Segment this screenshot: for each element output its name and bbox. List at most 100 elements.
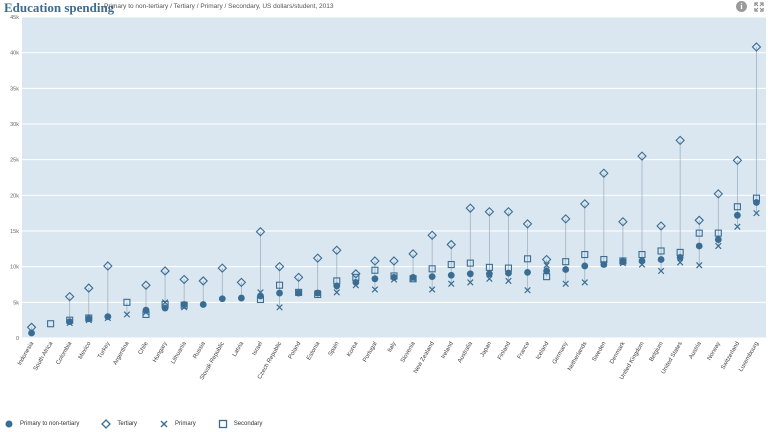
legend-label-primary: Primary <box>175 421 196 427</box>
data-point-primary-nontertiary <box>753 199 760 206</box>
y-tick-label: 15k <box>10 229 19 235</box>
data-point-tertiary <box>236 277 247 288</box>
data-point-primary-nontertiary <box>85 315 93 323</box>
data-point-secondary <box>390 272 398 280</box>
data-point-primary-nontertiary <box>276 289 283 297</box>
data-point-tertiary <box>599 168 609 178</box>
data-point-secondary <box>562 258 570 266</box>
data-point-tertiary <box>560 214 571 224</box>
data-point-secondary <box>581 250 589 259</box>
data-point-secondary <box>409 275 417 283</box>
x-tick-label: Colombia <box>56 340 74 366</box>
data-point-secondary <box>733 203 741 211</box>
data-point-primary <box>161 299 169 306</box>
data-point-secondary <box>619 257 627 265</box>
x-tick-label: France <box>517 340 532 360</box>
x-tick-label: Germany <box>552 341 570 365</box>
data-point-primary-nontertiary <box>447 271 455 279</box>
data-point-tertiary <box>331 245 342 256</box>
data-point-primary <box>390 276 398 283</box>
data-point-tertiary <box>522 219 533 229</box>
x-tick-label: Poland <box>288 341 303 360</box>
legend-item-tertiary[interactable]: Tertiary <box>101 419 137 429</box>
data-point-tertiary <box>26 322 37 333</box>
data-point-primary-nontertiary <box>543 267 551 275</box>
y-tick-label: 30k <box>10 122 19 128</box>
data-point-primary-nontertiary <box>257 292 264 300</box>
data-point-primary <box>180 304 188 311</box>
x-tick-label: Israel <box>252 341 265 357</box>
x-tick-label: Latvia <box>232 340 246 357</box>
data-point-secondary <box>295 288 303 296</box>
y-tick-label: 45k <box>10 15 19 21</box>
data-point-primary-nontertiary <box>218 295 226 303</box>
x-tick-label: South Africa <box>33 340 55 372</box>
data-point-tertiary <box>293 272 304 283</box>
data-point-secondary <box>695 229 703 237</box>
data-point-primary <box>734 223 741 230</box>
data-point-tertiary <box>179 274 189 285</box>
data-point-primary <box>543 262 550 269</box>
data-point-primary-nontertiary <box>66 318 74 325</box>
y-tick-label: 20k <box>10 193 19 199</box>
data-point-primary <box>562 280 569 288</box>
x-tick-label: Luxembourg <box>738 341 760 373</box>
data-point-primary-nontertiary <box>619 258 627 266</box>
data-point-secondary <box>142 310 150 319</box>
data-point-tertiary <box>465 203 476 213</box>
x-tick-label: Russia <box>193 340 208 359</box>
data-point-primary <box>505 277 512 285</box>
data-point-secondary <box>66 316 74 324</box>
x-tick-label: New Zealand <box>413 341 436 375</box>
legend-item-primary[interactable]: Primary <box>159 419 196 429</box>
data-point-secondary <box>333 277 341 285</box>
x-tick-label: Australia <box>457 340 474 364</box>
x-tick-label: Indonesia <box>17 340 36 366</box>
data-point-secondary <box>638 250 646 259</box>
legend-item-secondary[interactable]: Secondary <box>218 419 262 429</box>
data-point-tertiary <box>484 206 495 217</box>
data-point-primary <box>676 259 684 266</box>
data-point-primary <box>104 314 112 322</box>
data-point-primary <box>696 262 703 269</box>
x-tick-label: Italy <box>387 341 398 354</box>
data-point-secondary <box>123 298 131 306</box>
data-point-primary <box>715 242 722 250</box>
data-point-primary-nontertiary <box>161 304 169 312</box>
data-point-tertiary <box>618 216 628 227</box>
data-point-primary <box>276 304 283 311</box>
data-point-primary-nontertiary <box>524 268 531 276</box>
data-point-primary <box>333 289 340 296</box>
data-point-primary <box>448 280 455 288</box>
data-point-primary <box>142 309 150 316</box>
data-point-secondary <box>657 247 665 255</box>
y-tick-label: 35k <box>10 86 19 92</box>
plot-background <box>22 17 766 338</box>
data-point-secondary <box>275 281 284 289</box>
legend-item-primary-nontertiary[interactable]: Primary to non-tertiary <box>4 419 79 429</box>
x-tick-label: Switzerland <box>720 341 741 371</box>
data-point-primary <box>123 311 131 318</box>
data-point-primary-nontertiary <box>581 262 589 270</box>
data-point-primary-nontertiary <box>428 273 436 281</box>
x-tick-label: Hungary <box>152 341 169 364</box>
data-point-primary-nontertiary <box>371 275 379 283</box>
circle-marker-icon <box>4 419 14 429</box>
expand-icon[interactable] <box>753 1 764 12</box>
data-point-primary <box>409 275 417 283</box>
data-point-primary <box>600 260 608 268</box>
data-point-tertiary <box>217 263 228 273</box>
y-tick-label: 5k <box>13 300 19 306</box>
data-point-tertiary <box>427 230 437 241</box>
data-point-secondary <box>256 295 265 304</box>
data-point-tertiary <box>64 291 75 302</box>
data-point-primary <box>352 281 360 289</box>
square-marker-icon <box>218 419 228 429</box>
header-icons: i <box>736 1 764 12</box>
data-point-secondary <box>504 264 513 272</box>
info-icon[interactable]: i <box>736 1 747 12</box>
data-point-primary <box>638 261 646 268</box>
data-point-secondary <box>85 314 93 322</box>
data-point-primary-nontertiary <box>104 313 112 320</box>
